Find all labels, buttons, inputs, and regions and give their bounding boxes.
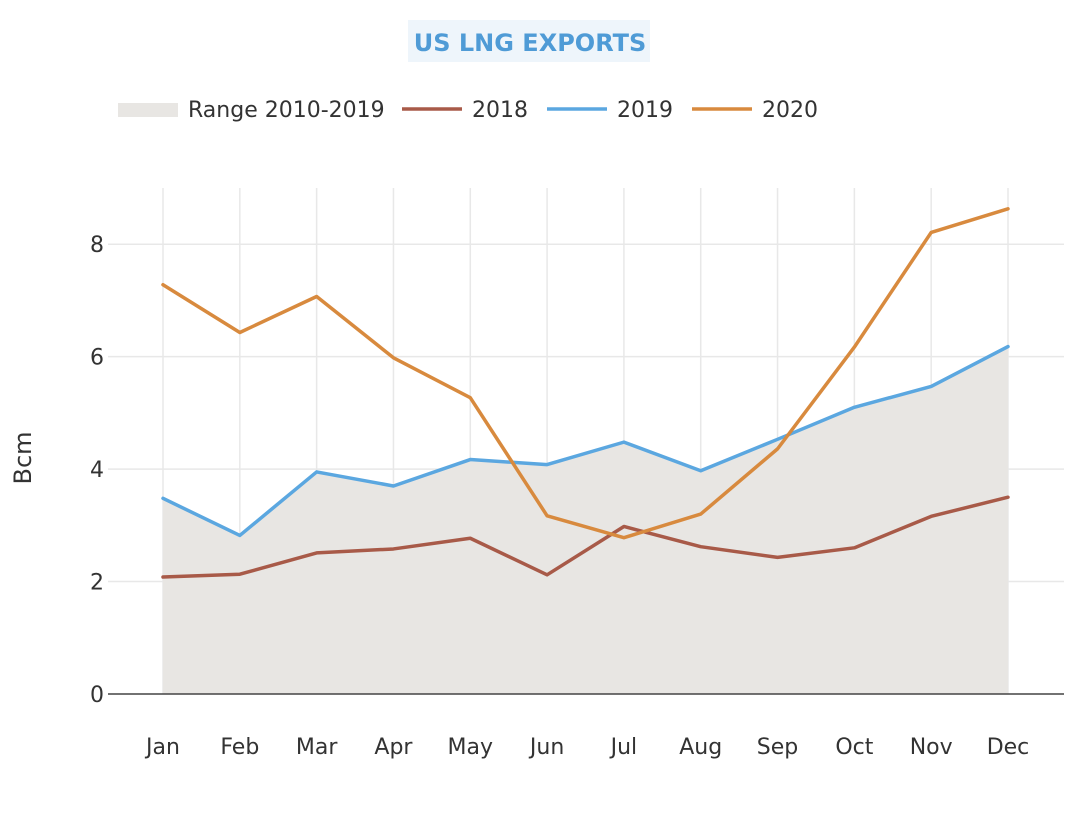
x-tick-label: Jun bbox=[528, 735, 564, 760]
y-tick-label: 8 bbox=[90, 233, 104, 258]
legend-label-2020: 2020 bbox=[762, 98, 818, 123]
legend-label-2018: 2018 bbox=[472, 98, 528, 123]
x-tick-label: Mar bbox=[296, 735, 338, 760]
x-tick-label: Jan bbox=[144, 735, 180, 760]
x-tick-label: May bbox=[448, 735, 493, 760]
series-line-2020 bbox=[161, 207, 1010, 540]
x-tick-label: Dec bbox=[987, 735, 1030, 760]
y-axis-title: Bcm bbox=[9, 431, 37, 484]
title-background bbox=[408, 20, 650, 62]
range-area bbox=[163, 346, 1008, 694]
x-axis-ticks: Jan Feb Mar Apr May Jun Jul Aug Sep Oct Nov Dec bbox=[144, 735, 1029, 760]
x-tick-label: Nov bbox=[910, 735, 953, 760]
y-tick-label: 6 bbox=[90, 346, 104, 371]
chart-title: US LNG EXPORTS bbox=[414, 29, 647, 57]
legend-label-range: Range 2010-2019 bbox=[188, 98, 385, 123]
x-tick-label: Jul bbox=[609, 735, 638, 760]
y-tick-label: 4 bbox=[90, 458, 104, 483]
x-tick-label: Aug bbox=[679, 735, 722, 760]
series-line-2019 bbox=[161, 344, 1010, 538]
x-tick-label: Apr bbox=[374, 735, 413, 760]
x-tick-label: Feb bbox=[220, 735, 259, 760]
series-lines bbox=[161, 207, 1010, 579]
series-line-2018 bbox=[161, 495, 1010, 579]
plot-area bbox=[108, 188, 1064, 695]
x-tick-label: Oct bbox=[835, 735, 873, 760]
legend: Range 2010-2019 2018 2019 2020 bbox=[118, 98, 818, 123]
y-tick-label: 2 bbox=[90, 571, 104, 596]
legend-swatch-range bbox=[118, 103, 178, 117]
y-tick-label: 0 bbox=[90, 683, 104, 708]
x-tick-label: Sep bbox=[757, 735, 798, 760]
y-axis-ticks: 0 2 4 6 8 bbox=[90, 233, 104, 708]
legend-label-2019: 2019 bbox=[617, 98, 673, 123]
